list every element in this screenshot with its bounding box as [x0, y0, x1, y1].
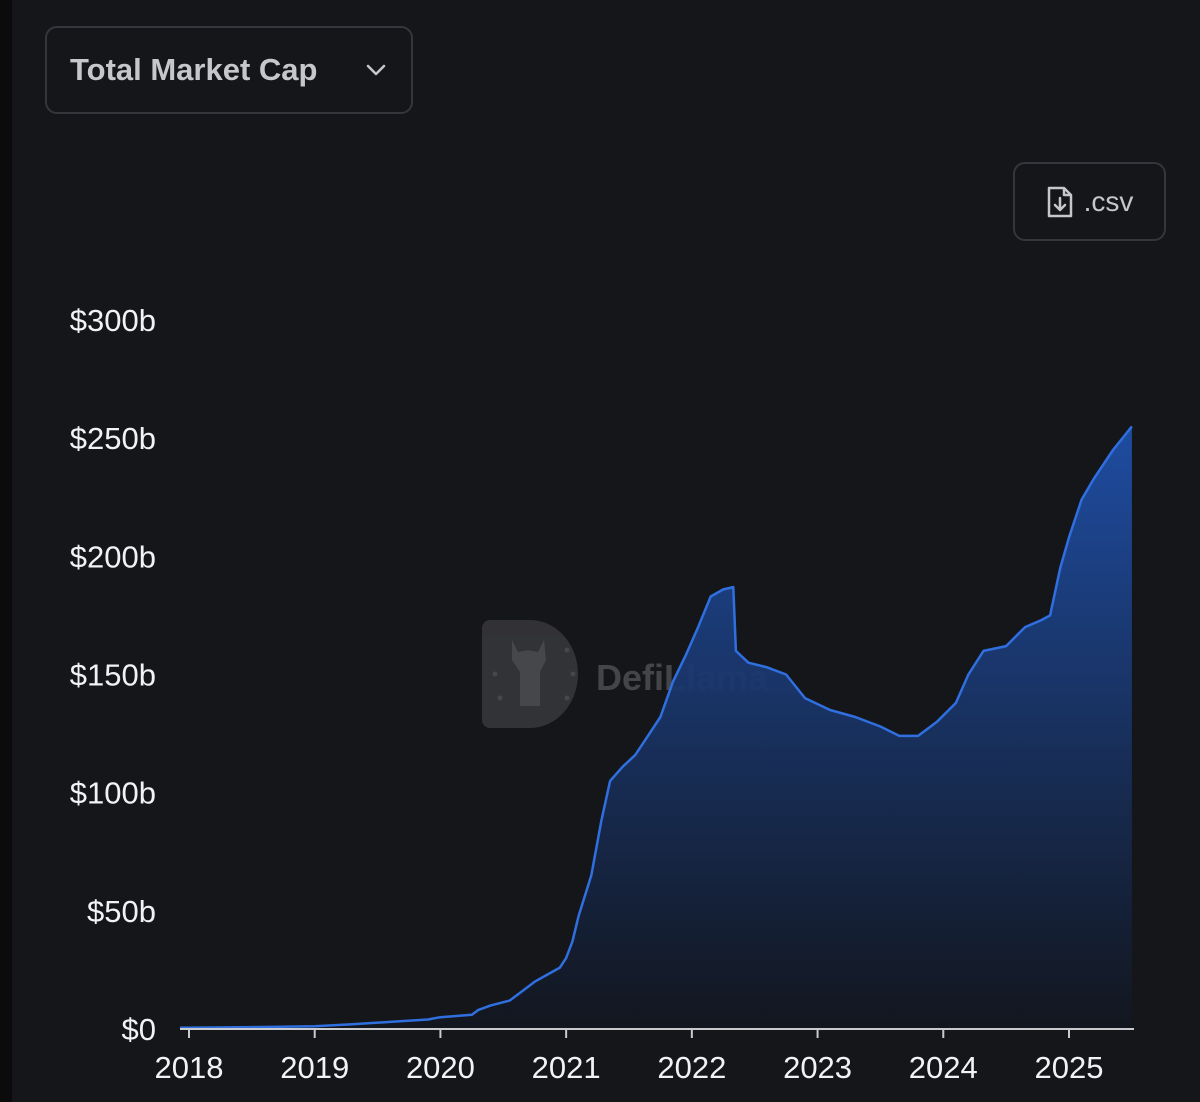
chevron-down-icon — [365, 59, 387, 81]
series-line — [179, 425, 1133, 1030]
x-tick-label: 2018 — [155, 1050, 224, 1085]
y-tick-label: $0 — [122, 1012, 156, 1047]
series-area — [180, 426, 1132, 1029]
left-border — [0, 0, 12, 1102]
axes: $0 $50b $100b $150b $200b $250b $300b 2018 2019 2… — [70, 303, 1134, 1085]
x-tick-label: 2020 — [406, 1050, 475, 1085]
y-tick-label: $100b — [70, 776, 156, 811]
x-tick-label: 2021 — [532, 1050, 601, 1085]
llama-logo-icon — [482, 620, 578, 728]
x-tick-label: 2019 — [280, 1050, 349, 1085]
y-tick-label: $300b — [70, 303, 156, 338]
metric-dropdown-label: Total Market Cap — [70, 52, 318, 87]
y-tick-label: $150b — [70, 658, 156, 693]
x-tick-label: 2024 — [909, 1050, 978, 1085]
file-download-icon — [1046, 185, 1074, 219]
y-tick-label: $50b — [87, 894, 156, 929]
x-tick-label: 2022 — [657, 1050, 726, 1085]
y-tick-label: $250b — [70, 421, 156, 456]
download-csv-button[interactable]: .csv — [1013, 162, 1166, 241]
download-csv-label: .csv — [1083, 185, 1134, 217]
plot-area — [179, 425, 1133, 1030]
x-tick-label: 2025 — [1035, 1050, 1104, 1085]
y-tick-label: $200b — [70, 539, 156, 574]
x-tick-label: 2023 — [783, 1050, 852, 1085]
metric-dropdown[interactable]: Total Market Cap — [45, 26, 413, 114]
